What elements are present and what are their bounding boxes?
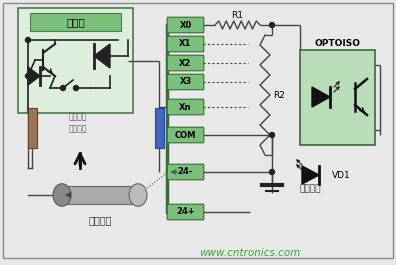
Text: www.cntronics.com: www.cntronics.com bbox=[199, 248, 301, 258]
Text: 直流两线
接近开关: 直流两线 接近开关 bbox=[69, 112, 87, 134]
Polygon shape bbox=[94, 44, 110, 68]
Text: X0: X0 bbox=[179, 20, 192, 29]
FancyBboxPatch shape bbox=[167, 127, 204, 143]
Circle shape bbox=[25, 73, 30, 78]
Circle shape bbox=[74, 86, 78, 91]
FancyBboxPatch shape bbox=[30, 13, 121, 31]
FancyBboxPatch shape bbox=[167, 99, 204, 115]
Text: VD1: VD1 bbox=[332, 170, 351, 179]
Text: 主电路: 主电路 bbox=[66, 17, 85, 27]
Circle shape bbox=[270, 23, 274, 28]
Bar bbox=[62, 186, 138, 204]
Text: 24-: 24- bbox=[178, 167, 193, 176]
FancyBboxPatch shape bbox=[167, 17, 204, 33]
Text: 24+: 24+ bbox=[176, 207, 195, 217]
Polygon shape bbox=[302, 166, 319, 184]
FancyBboxPatch shape bbox=[167, 164, 204, 180]
Text: 外置电源: 外置电源 bbox=[88, 215, 112, 225]
Text: X2: X2 bbox=[179, 59, 192, 68]
Text: X1: X1 bbox=[179, 39, 192, 48]
Ellipse shape bbox=[129, 184, 147, 206]
Circle shape bbox=[270, 132, 274, 138]
Ellipse shape bbox=[53, 184, 71, 206]
FancyBboxPatch shape bbox=[18, 8, 133, 113]
Circle shape bbox=[25, 38, 30, 42]
Text: Xn: Xn bbox=[179, 103, 192, 112]
FancyBboxPatch shape bbox=[3, 3, 393, 258]
FancyBboxPatch shape bbox=[167, 55, 204, 71]
FancyBboxPatch shape bbox=[155, 108, 164, 148]
FancyBboxPatch shape bbox=[300, 50, 375, 145]
Text: R1: R1 bbox=[232, 11, 244, 20]
Circle shape bbox=[270, 170, 274, 174]
Text: X3: X3 bbox=[179, 77, 192, 86]
FancyBboxPatch shape bbox=[167, 36, 204, 52]
Text: OPTOISO: OPTOISO bbox=[314, 38, 360, 47]
FancyBboxPatch shape bbox=[28, 108, 37, 148]
Circle shape bbox=[61, 86, 65, 91]
Text: COM: COM bbox=[175, 130, 196, 139]
Polygon shape bbox=[28, 67, 40, 85]
FancyBboxPatch shape bbox=[167, 204, 204, 220]
Text: 内置电源: 内置电源 bbox=[300, 184, 322, 193]
FancyBboxPatch shape bbox=[167, 74, 204, 90]
Text: R2: R2 bbox=[273, 91, 285, 99]
Polygon shape bbox=[312, 87, 330, 107]
